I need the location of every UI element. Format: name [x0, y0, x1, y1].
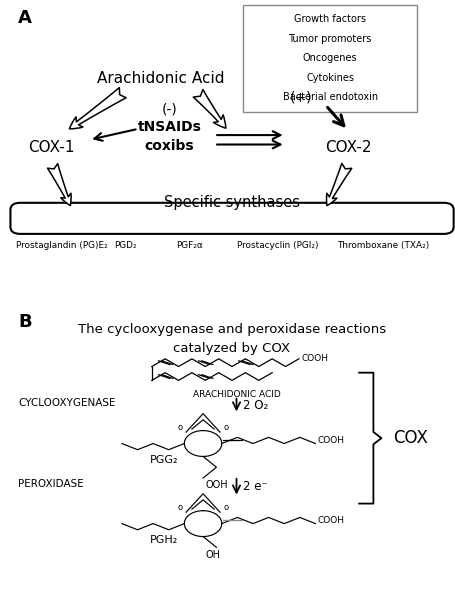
- Text: Prostacyclin (PGI₂): Prostacyclin (PGI₂): [237, 241, 318, 250]
- Text: o: o: [224, 423, 229, 432]
- Text: (+): (+): [290, 91, 313, 104]
- Text: 2 e⁻: 2 e⁻: [243, 480, 268, 493]
- Text: Arachidonic Acid: Arachidonic Acid: [97, 71, 224, 86]
- Text: o: o: [224, 503, 229, 512]
- Text: COOH: COOH: [318, 516, 345, 525]
- Text: tNSAIDs: tNSAIDs: [138, 120, 202, 134]
- Text: PGF₂α: PGF₂α: [177, 241, 203, 250]
- Text: OH: OH: [205, 551, 220, 561]
- Text: Thromboxane (TXA₂): Thromboxane (TXA₂): [337, 241, 429, 250]
- Text: Specific synthases: Specific synthases: [164, 195, 300, 210]
- Text: PGD₂: PGD₂: [114, 241, 136, 250]
- Text: PEROXIDASE: PEROXIDASE: [18, 479, 84, 488]
- Text: Bacterial endotoxin: Bacterial endotoxin: [283, 92, 378, 102]
- Text: Prostaglandin (PG)E₂: Prostaglandin (PG)E₂: [16, 241, 107, 250]
- Text: (-): (-): [162, 103, 177, 117]
- Text: 2 O₂: 2 O₂: [243, 399, 268, 411]
- Text: o: o: [177, 423, 182, 432]
- Text: Cytokines: Cytokines: [306, 73, 354, 83]
- Text: The cyclooxygenase and peroxidase reactions: The cyclooxygenase and peroxidase reacti…: [78, 323, 386, 336]
- Text: COX: COX: [394, 429, 428, 447]
- Text: COX-2: COX-2: [325, 140, 371, 155]
- Text: catalyzed by COX: catalyzed by COX: [173, 342, 291, 355]
- Text: CYCLOOXYGENASE: CYCLOOXYGENASE: [18, 399, 116, 408]
- Text: coxibs: coxibs: [145, 139, 194, 153]
- Text: o: o: [177, 503, 182, 512]
- Text: PGG₂: PGG₂: [150, 455, 178, 464]
- Text: B: B: [18, 312, 32, 331]
- Text: Oncogenes: Oncogenes: [303, 53, 358, 63]
- Text: Tumor promoters: Tumor promoters: [288, 34, 372, 44]
- Text: Growth factors: Growth factors: [294, 14, 366, 24]
- Text: PGH₂: PGH₂: [150, 535, 178, 545]
- FancyBboxPatch shape: [10, 203, 454, 234]
- Text: COOH: COOH: [301, 354, 328, 363]
- Text: ARACHIDONIC ACID: ARACHIDONIC ACID: [192, 390, 280, 399]
- Text: COX-1: COX-1: [28, 140, 75, 155]
- Text: A: A: [18, 9, 32, 28]
- Text: OOH: OOH: [205, 479, 228, 490]
- Text: COOH: COOH: [318, 436, 345, 445]
- FancyBboxPatch shape: [243, 5, 417, 111]
